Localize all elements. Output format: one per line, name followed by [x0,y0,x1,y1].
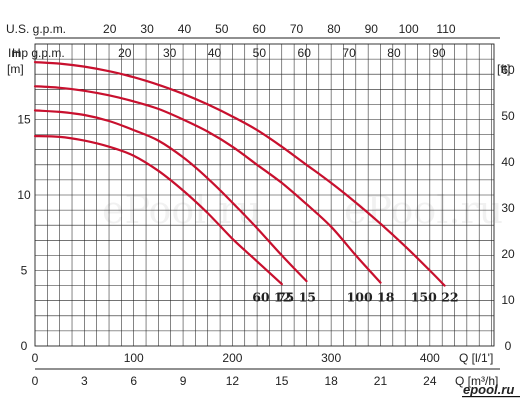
us-gpm-tick-label: 110 [436,22,455,36]
y-right-tick-label: 60 [501,63,515,77]
us-gpm-axis-label: U.S. g.p.m. [6,22,66,36]
logo: epool.ru [462,382,520,398]
us-gpm-ticks: 20 30 40 50 60 70 80 90 100 110 [103,22,456,36]
x-secondary-tick-label: 21 [374,374,388,388]
x-secondary-tick-label: 6 [130,374,137,388]
x-primary-tick-label: 200 [222,351,242,365]
us-gpm-tick-label: 30 [140,22,154,36]
imp-gpm-tick-label: 50 [253,46,267,60]
x-primary-tick-label: 300 [321,351,341,365]
x-secondary-tick-label: 24 [423,374,437,388]
y-right-ticks: 0 10 20 30 40 50 60 [501,63,515,353]
curve-60-12 [33,135,283,286]
curve-label-75-15: 75 15 [277,290,316,305]
x-secondary-tick-label: 3 [81,374,88,388]
us-gpm-tick-label: 70 [290,22,304,36]
us-gpm-tick-label: 50 [215,22,229,36]
imp-gpm-tick-label: 80 [387,46,401,60]
imp-gpm-tick-label: 20 [118,46,132,60]
us-gpm-tick-label: 80 [327,22,341,36]
imp-gpm-tick-label: 90 [432,46,446,60]
us-gpm-tick-label: 20 [103,22,117,36]
y-left-tick-label: 10 [17,188,31,202]
imp-gpm-axis-label: Imp g.p.m. [8,46,65,60]
imp-gpm-tick-label: 60 [298,46,312,60]
x-primary-tick-label: 400 [420,351,440,365]
x-primary-ticks: 0 100 200 300 400 [32,351,441,365]
us-gpm-tick-label: 100 [399,22,419,36]
y-right-unit: [ft] [497,62,510,76]
y-left-ticks: 0 5 10 15 [17,113,31,354]
x-secondary-tick-label: 9 [180,374,187,388]
us-gpm-tick-label: 90 [365,22,379,36]
x-secondary-tick-label: 15 [275,374,289,388]
x-secondary-tick-label: 18 [324,374,338,388]
y-right-tick-label: 30 [501,201,515,215]
curve-label-150-22: 150 22 [411,290,459,305]
logo-underline [462,396,520,398]
logo-text: epool.ru [463,382,514,397]
y-left-tick-label: 5 [21,264,28,278]
curve-label-60-12: 60 12 [252,290,291,305]
x-secondary-tick-label: 0 [32,374,39,388]
imp-gpm-tick-label: 70 [342,46,356,60]
x-primary-tick-label: 0 [32,351,39,365]
imp-gpm-ticks: 20 30 40 50 60 70 80 90 [118,46,446,60]
us-gpm-tick-label: 40 [178,22,192,36]
plot-frame [34,43,495,347]
curve-100-18 [33,85,382,284]
y-axis-label: H [12,46,21,60]
y-left-tick-label: 0 [21,339,28,353]
imp-gpm-tick-label: 30 [163,46,177,60]
y-right-tick-label: 20 [501,247,515,261]
x-primary-tick-label: 100 [124,351,144,365]
y-left-tick-label: 15 [17,113,31,127]
x-secondary-ticks: 0 3 6 9 12 15 18 21 24 [32,374,437,388]
y-right-tick-label: 10 [501,293,515,307]
y-right-tick-label: 0 [505,339,512,353]
y-right-tick-label: 40 [501,155,515,169]
y-right-tick-label: 50 [501,109,515,123]
imp-gpm-tick-label: 40 [208,46,222,60]
curve-label-100-18: 100 18 [347,290,395,305]
curve-150-22 [33,61,446,287]
x-secondary-tick-label: 12 [226,374,240,388]
y-axis-unit: [m] [7,62,24,76]
curve-75-15 [33,109,308,283]
us-gpm-tick-label: 60 [252,22,266,36]
x-secondary-axis-label: Q [m³/h] [455,374,498,388]
x-primary-axis-label: Q [l/1'] [459,351,493,365]
